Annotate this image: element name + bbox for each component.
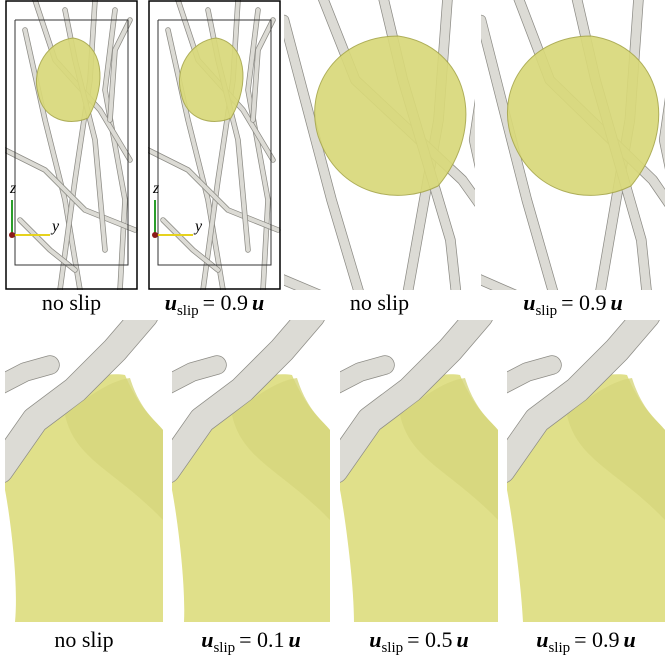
caption: no slip xyxy=(350,290,409,315)
caption-subscript: slip xyxy=(548,640,570,656)
axis-label: z xyxy=(9,180,17,197)
caption-relation: = 0.9 xyxy=(561,290,606,315)
panel: zy xyxy=(5,0,138,290)
caption-factor: u xyxy=(289,627,301,652)
panel xyxy=(0,315,163,622)
caption-factor: u xyxy=(624,627,636,652)
caption-subscript: slip xyxy=(535,303,557,319)
caption: no slip xyxy=(42,290,101,315)
caption-symbol: u xyxy=(536,627,548,652)
caption-relation: = 0.9 xyxy=(203,290,248,315)
caption-factor: u xyxy=(611,290,623,315)
axis-origin xyxy=(152,232,158,238)
axis-origin xyxy=(9,232,15,238)
caption-subscript: slip xyxy=(213,640,235,656)
caption-relation: = 0.5 xyxy=(407,627,452,652)
caption-symbol: u xyxy=(165,290,177,315)
panel xyxy=(335,315,498,622)
axis-label: y xyxy=(193,218,203,235)
panel: zy xyxy=(148,0,281,290)
caption-factor: u xyxy=(457,627,469,652)
caption-text: no slip xyxy=(350,290,409,315)
caption-subscript: slip xyxy=(177,303,199,319)
caption-factor: u xyxy=(252,290,264,315)
caption-symbol: u xyxy=(369,627,381,652)
caption-symbol: u xyxy=(201,627,213,652)
caption: no slip xyxy=(54,627,113,652)
panel xyxy=(502,315,665,622)
figure: zyno slipzyuslip= 0.9uno slipuslip= 0.9u… xyxy=(0,0,665,661)
caption-text: no slip xyxy=(42,290,101,315)
axis-label: z xyxy=(152,180,160,197)
caption-symbol: u xyxy=(523,290,535,315)
axis-label: y xyxy=(50,218,60,235)
panel xyxy=(167,315,330,622)
caption-relation: = 0.9 xyxy=(574,627,619,652)
caption-relation: = 0.1 xyxy=(239,627,284,652)
caption-subscript: slip xyxy=(381,640,403,656)
caption-text: no slip xyxy=(54,627,113,652)
